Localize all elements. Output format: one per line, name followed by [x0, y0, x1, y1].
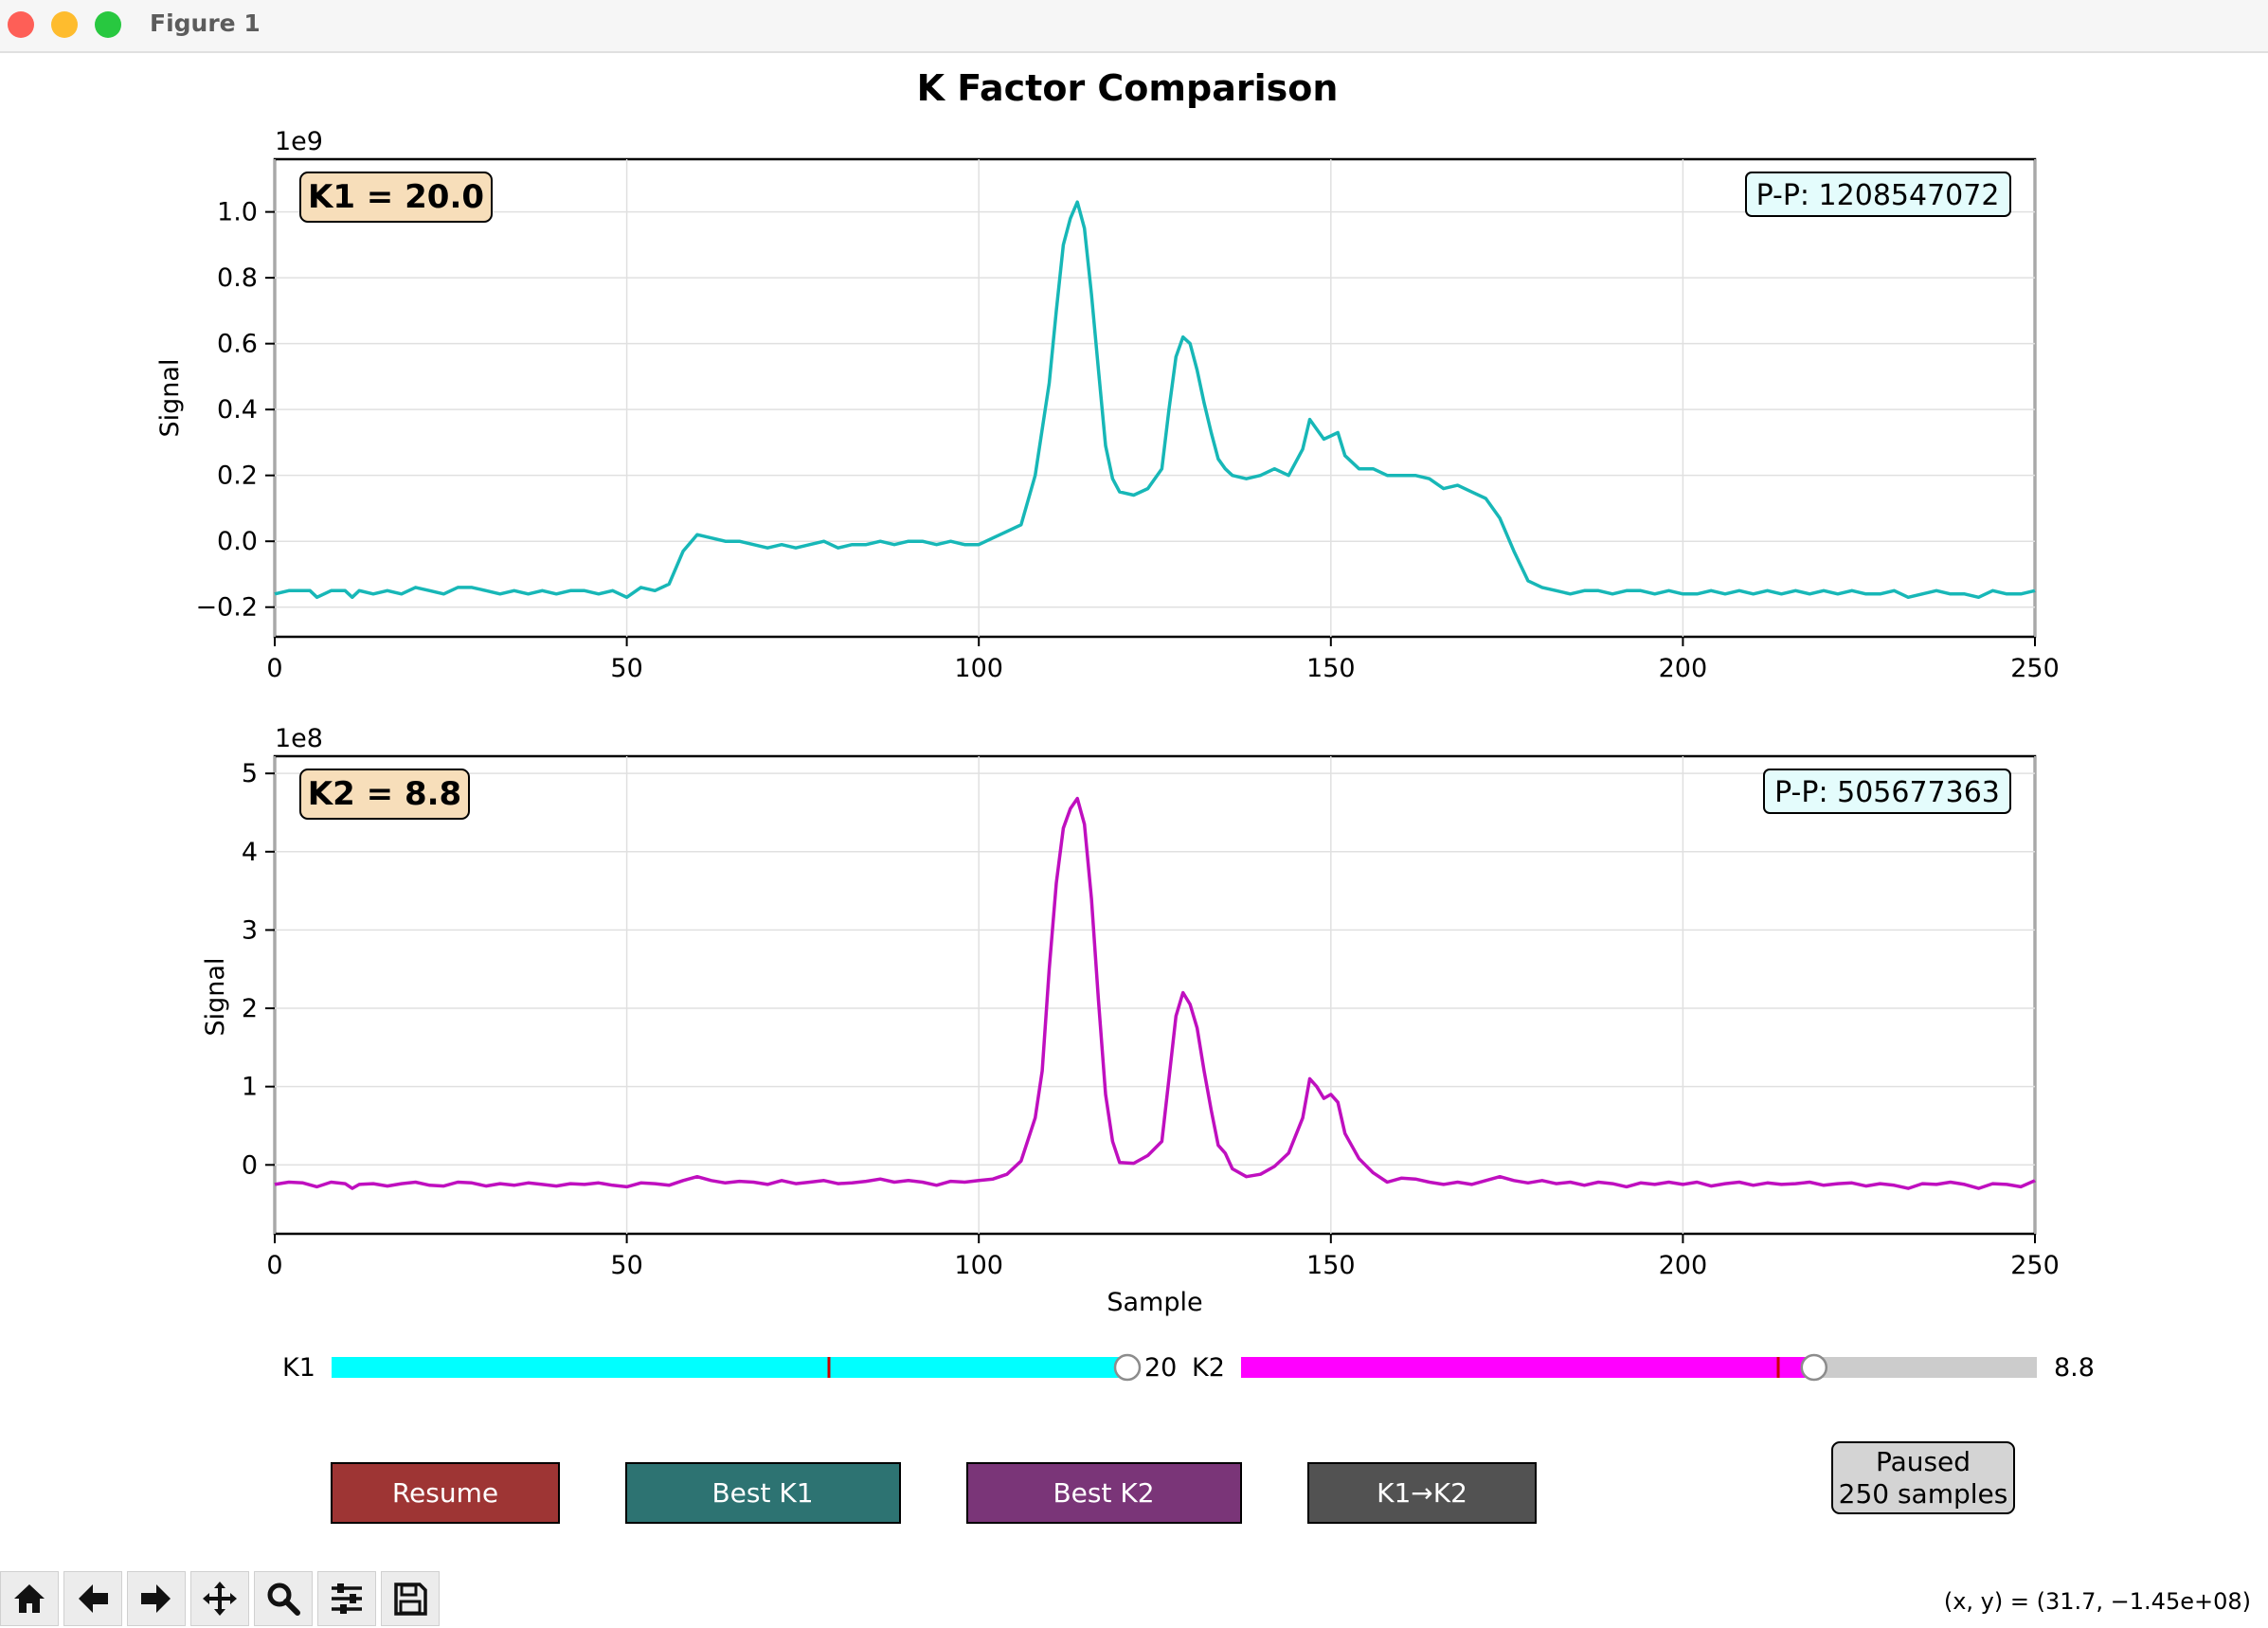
forward-arrow-icon	[141, 1584, 171, 1613]
y-tick-label: 0.2	[217, 461, 258, 491]
k1-slider-fill	[332, 1357, 1127, 1378]
zoom-magnifier-icon	[267, 1583, 300, 1616]
y-tick-label: 0.4	[217, 395, 258, 425]
k2-badge-box	[299, 769, 470, 820]
k1-to-k2-button-label: K1→K2	[1377, 1477, 1467, 1509]
status-line-1: Paused	[1876, 1446, 1971, 1477]
minimize-window-button[interactable]	[51, 11, 78, 38]
top-plot[interactable]: 0 50 100 150 200 250 −0.2 0.0 0.2 0.4 0.6 0.8 1.0 1e…	[155, 127, 2060, 683]
x-tick-label: 200	[1659, 654, 1708, 683]
top-plot-grid	[274, 159, 2036, 637]
resume-button[interactable]: Resume	[331, 1462, 560, 1524]
top-pp-box	[1745, 172, 2011, 217]
bottom-ylabel: Signal	[201, 958, 230, 1037]
top-signal-line	[274, 200, 2036, 600]
x-tick-label: 50	[610, 1251, 642, 1280]
bottom-plot-frame	[273, 754, 2037, 1236]
maximize-window-button[interactable]	[95, 11, 121, 38]
top-pp-annotation: P-P: 1208547072	[1756, 179, 2000, 212]
k2-slider-value: 8.8	[2054, 1353, 2095, 1383]
top-plot-frame	[273, 157, 2037, 639]
k1-badge: K1 = 20.0	[308, 178, 484, 216]
window-title: Figure 1	[150, 9, 261, 37]
best-k1-button-label: Best K1	[711, 1477, 813, 1509]
k2-slider-fill	[1241, 1357, 1814, 1378]
k2-badge: K2 = 8.8	[308, 775, 461, 813]
bottom-pp-annotation: P-P: 505677363	[1774, 776, 2000, 809]
y-tick-label: 3	[242, 915, 258, 945]
x-tick-label: 200	[1659, 1251, 1708, 1280]
k1-badge-box	[299, 172, 493, 223]
home-icon	[14, 1584, 45, 1613]
k1-slider[interactable]: K1 20	[282, 1353, 1177, 1383]
k1-slider-handle[interactable]	[1113, 1353, 1142, 1382]
zoom-button[interactable]	[254, 1571, 313, 1626]
y-tick-label: 1	[242, 1073, 258, 1102]
x-tick-label: 250	[2010, 1251, 2060, 1280]
x-tick-label: 0	[266, 1251, 282, 1280]
top-ylabel: Signal	[155, 359, 185, 438]
cursor-coordinates: (x, y) = (31.7, −1.45e+08)	[1943, 1588, 2251, 1615]
back-arrow-icon	[79, 1584, 108, 1613]
y-tick-label: 4	[242, 838, 258, 867]
pan-move-icon	[203, 1582, 237, 1616]
bottom-pp-box	[1763, 769, 2011, 814]
y-tick-label: 0.6	[217, 330, 258, 359]
x-tick-label: 100	[954, 1251, 1003, 1280]
k1-slider-value: 20	[1144, 1353, 1177, 1383]
bottom-exponent-label: 1e8	[275, 724, 323, 753]
figure-title: K Factor Comparison	[917, 67, 1339, 109]
k2-slider-label: K2	[1192, 1353, 1225, 1383]
resume-button-label: Resume	[392, 1477, 498, 1509]
configure-sliders-icon	[332, 1583, 362, 1614]
k2-initial-marker	[1776, 1357, 1780, 1378]
window-titlebar: Figure 1	[0, 0, 2268, 53]
status-line-2: 250 samples	[1839, 1478, 2008, 1510]
status-box: Paused 250 samples	[1831, 1441, 2015, 1514]
k1-initial-marker	[827, 1357, 831, 1378]
y-tick-label: −0.2	[195, 593, 258, 623]
x-tick-label: 50	[610, 654, 642, 683]
k1-slider-label: K1	[282, 1353, 315, 1383]
top-exponent-label: 1e9	[275, 127, 323, 156]
best-k2-button-label: Best K2	[1053, 1477, 1154, 1509]
figure-canvas[interactable]: K Factor Comparison 0 50 100 150 200 250−0.20…	[0, 53, 2268, 1569]
k1-to-k2-button[interactable]: K1→K2	[1307, 1462, 1537, 1524]
y-tick-label: 0.0	[217, 527, 258, 556]
back-button[interactable]	[63, 1571, 122, 1626]
close-window-button[interactable]	[8, 11, 34, 38]
x-tick-label: 150	[1306, 654, 1356, 683]
x-tick-label: 150	[1306, 1251, 1356, 1280]
x-tick-label: 0	[266, 654, 282, 683]
bottom-signal-line	[274, 796, 2036, 1190]
pan-button[interactable]	[190, 1571, 249, 1626]
forward-button[interactable]	[127, 1571, 186, 1626]
bottom-xlabel: Sample	[1107, 1288, 1202, 1317]
y-tick-label: 0.8	[217, 263, 258, 293]
save-disk-icon	[394, 1583, 427, 1616]
configure-button[interactable]	[317, 1571, 376, 1626]
x-tick-label: 250	[2010, 654, 2060, 683]
y-tick-label: 5	[242, 759, 258, 788]
k2-slider-handle[interactable]	[1800, 1353, 1828, 1382]
y-tick-label: 2	[242, 994, 258, 1023]
y-tick-label: 0	[242, 1150, 258, 1180]
best-k1-button[interactable]: Best K1	[625, 1462, 901, 1524]
bottom-plot-grid	[274, 756, 2036, 1234]
top-plot-ticks: 0 50 100 150 200 250 −0.2 0.0 0.2 0.4 0.6 0.8 1.0	[195, 198, 2059, 683]
y-tick-label: 1.0	[217, 198, 258, 227]
k2-slider[interactable]: K2 8.8	[1192, 1353, 2095, 1383]
save-button[interactable]	[381, 1571, 440, 1626]
navigation-toolbar	[0, 1571, 444, 1628]
x-tick-label: 100	[954, 654, 1003, 683]
best-k2-button[interactable]: Best K2	[966, 1462, 1242, 1524]
bottom-plot-ticks: 0 50 100 150 200 250 0 1 2 3 4 5	[242, 759, 2060, 1280]
home-button[interactable]	[0, 1571, 59, 1626]
